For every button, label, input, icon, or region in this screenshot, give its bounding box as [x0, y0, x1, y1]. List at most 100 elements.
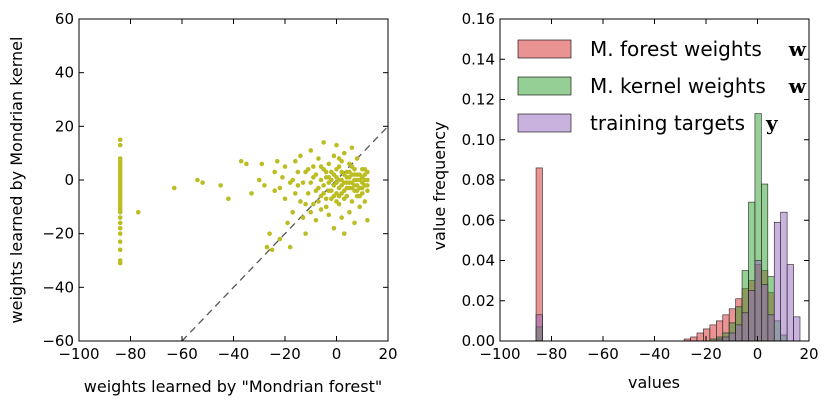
- scatter-point: [352, 172, 357, 177]
- scatter-point: [326, 212, 332, 218]
- scatter-x-tick-label: −40: [218, 345, 250, 363]
- scatter-point: [293, 158, 298, 164]
- histogram-x-tick-label: −60: [587, 345, 619, 363]
- scatter-y-tick-label: 0: [64, 171, 74, 189]
- scatter-y-ticks: −60 −40 −20 0 20 40 60: [42, 10, 388, 350]
- scatter-point: [354, 156, 360, 161]
- scatter-point: [277, 236, 283, 242]
- histogram-bar: [535, 314, 543, 342]
- scatter-point: [308, 148, 314, 153]
- scatter-point: [347, 169, 352, 175]
- scatter-y-axis-label: weights learned by Mondrian kernel: [7, 37, 26, 324]
- scatter-point: [285, 220, 290, 226]
- histogram-x-tick-label: −80: [536, 345, 568, 363]
- scatter-point: [329, 188, 334, 194]
- scatter-point: [117, 215, 123, 220]
- histogram-y-tick-label: 0.08: [462, 171, 495, 189]
- histogram-legend: M. forest weights w M. kernel weights w …: [517, 37, 807, 135]
- scatter-point: [117, 226, 123, 231]
- scatter-point: [267, 231, 272, 236]
- scatter-point: [287, 244, 293, 250]
- scatter-point: [195, 177, 200, 183]
- scatter-point: [280, 175, 285, 180]
- histogram-x-ticks: −100 −80 −60 −40 −20 0 20: [479, 19, 819, 363]
- scatter-point: [354, 188, 360, 194]
- scatter-point: [308, 209, 314, 215]
- scatter-point: [349, 164, 355, 169]
- scatter-point: [117, 142, 123, 148]
- scatter-point: [282, 164, 288, 169]
- legend-symbol-kernel: w: [788, 74, 807, 98]
- legend-label-targets: training targets: [590, 111, 745, 135]
- scatter-point: [341, 180, 347, 185]
- reference-line-group: [181, 125, 389, 342]
- scatter-point: [218, 183, 223, 188]
- scatter-point: [117, 220, 123, 226]
- scatter-x-axis-label: weights learned by "Mondrian forest": [84, 377, 382, 396]
- scatter-point: [305, 166, 311, 172]
- scatter-point: [354, 177, 360, 183]
- scatter-point: [365, 217, 370, 223]
- scatter-point: [352, 220, 357, 226]
- scatter-point: [264, 244, 270, 250]
- scatter-y-tick-label: −20: [42, 225, 74, 243]
- scatter-point: [359, 185, 365, 191]
- scatter-point: [344, 175, 350, 180]
- scatter-point: [300, 215, 306, 220]
- scatter-point: [321, 183, 326, 188]
- histogram-y-tick-label: 0.04: [462, 252, 495, 270]
- scatter-point: [323, 204, 329, 210]
- scatter-point: [357, 204, 362, 210]
- legend-symbol-targets: y: [765, 111, 779, 135]
- scatter-point: [269, 247, 275, 253]
- histogram-bars-group: [535, 113, 801, 342]
- histogram-y-tick-label: 0.14: [462, 50, 495, 68]
- scatter-point: [326, 180, 332, 185]
- scatter-point: [334, 166, 339, 172]
- scatter-point: [334, 199, 339, 204]
- scatter-point: [117, 137, 123, 143]
- histogram-series-2: [535, 211, 801, 342]
- histogram-bar: [696, 332, 704, 342]
- scatter-points-group: [117, 137, 370, 266]
- scatter-point: [336, 156, 342, 161]
- histogram-x-tick-label: 20: [799, 345, 818, 363]
- histogram-bar: [754, 260, 762, 342]
- scatter-point: [249, 191, 254, 196]
- histogram-x-tick-label: 0: [753, 345, 763, 363]
- scatter-y-tick-label: −60: [42, 332, 74, 350]
- scatter-point: [298, 199, 303, 204]
- scatter-point: [344, 185, 350, 191]
- scatter-point: [318, 207, 324, 212]
- scatter-point: [331, 193, 337, 199]
- scatter-point: [321, 140, 326, 145]
- scatter-point: [347, 180, 352, 185]
- histogram-bar: [761, 284, 769, 342]
- scatter-y-tick-label: −40: [42, 278, 74, 296]
- histogram-y-tick-label: 0.16: [462, 10, 495, 28]
- histogram-bar: [735, 324, 743, 342]
- histogram-bar: [690, 336, 698, 342]
- scatter-point: [259, 161, 265, 167]
- scatter-point: [287, 180, 293, 185]
- scatter-point: [238, 158, 244, 164]
- legend-swatch-targets: [517, 113, 572, 133]
- scatter-point: [308, 180, 314, 185]
- scatter-x-tick-label: −80: [115, 345, 147, 363]
- scatter-point: [256, 177, 262, 183]
- histogram-x-axis-label: values: [628, 373, 680, 392]
- histogram-bar: [722, 336, 730, 342]
- scatter-point: [244, 161, 249, 167]
- histogram-bar: [767, 314, 775, 342]
- scatter-point: [300, 180, 306, 185]
- reference-diagonal-line: [181, 125, 389, 342]
- histogram-y-tick-label: 0.02: [462, 292, 495, 310]
- scatter-y-tick-label: 20: [55, 117, 74, 135]
- scatter-point: [318, 177, 324, 183]
- scatter-point: [117, 247, 123, 253]
- scatter-point: [295, 183, 301, 188]
- scatter-point: [341, 231, 347, 236]
- scatter-point: [311, 164, 316, 169]
- histogram-y-tick-label: 0.00: [462, 332, 495, 350]
- scatter-point: [117, 239, 123, 245]
